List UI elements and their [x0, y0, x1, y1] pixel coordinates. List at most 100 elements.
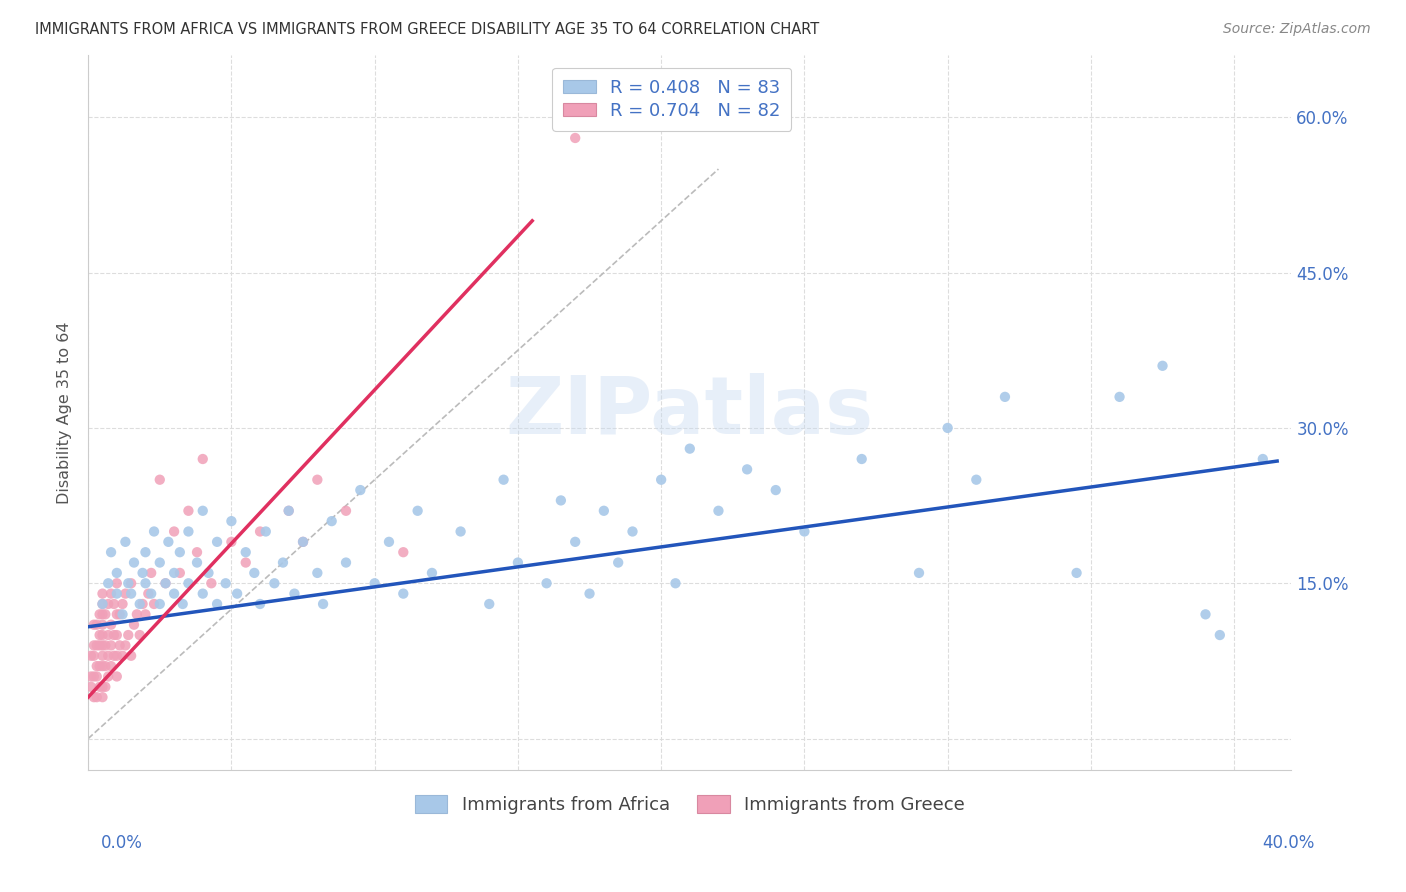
- Point: [478, 597, 501, 611]
- Point: [94, 639, 117, 653]
- Point: [83, 669, 105, 683]
- Point: [994, 390, 1017, 404]
- Point: [125, 607, 148, 622]
- Point: [169, 566, 191, 580]
- Point: [94, 607, 117, 622]
- Point: [679, 442, 702, 456]
- Point: [851, 452, 873, 467]
- Point: [506, 556, 529, 570]
- Point: [83, 639, 105, 653]
- Point: [111, 607, 134, 622]
- Point: [177, 576, 200, 591]
- Text: 0.0%: 0.0%: [101, 834, 143, 852]
- Point: [91, 690, 114, 705]
- Point: [143, 597, 166, 611]
- Point: [105, 648, 128, 663]
- Point: [131, 566, 153, 580]
- Point: [134, 607, 156, 622]
- Point: [765, 483, 787, 497]
- Point: [89, 659, 111, 673]
- Text: IMMIGRANTS FROM AFRICA VS IMMIGRANTS FROM GREECE DISABILITY AGE 35 TO 64 CORRELA: IMMIGRANTS FROM AFRICA VS IMMIGRANTS FRO…: [35, 22, 820, 37]
- Point: [97, 597, 120, 611]
- Point: [292, 534, 315, 549]
- Point: [735, 462, 758, 476]
- Point: [335, 556, 357, 570]
- Point: [89, 628, 111, 642]
- Point: [155, 576, 177, 591]
- Point: [335, 504, 357, 518]
- Y-axis label: Disability Age 35 to 64: Disability Age 35 to 64: [58, 321, 72, 504]
- Point: [908, 566, 931, 580]
- Point: [114, 639, 136, 653]
- Point: [128, 628, 150, 642]
- Point: [205, 534, 228, 549]
- Point: [564, 534, 586, 549]
- Point: [143, 524, 166, 539]
- Point: [114, 534, 136, 549]
- Point: [131, 597, 153, 611]
- Point: [103, 628, 125, 642]
- Text: Source: ZipAtlas.com: Source: ZipAtlas.com: [1223, 22, 1371, 37]
- Point: [122, 617, 145, 632]
- Point: [134, 576, 156, 591]
- Point: [103, 648, 125, 663]
- Point: [226, 586, 249, 600]
- Point: [492, 473, 515, 487]
- Point: [254, 524, 277, 539]
- Point: [89, 607, 111, 622]
- Point: [86, 617, 108, 632]
- Point: [117, 628, 139, 642]
- Point: [80, 669, 103, 683]
- Point: [94, 680, 117, 694]
- Point: [283, 586, 305, 600]
- Point: [420, 566, 443, 580]
- Point: [91, 639, 114, 653]
- Point: [100, 617, 122, 632]
- Point: [592, 504, 614, 518]
- Point: [97, 648, 120, 663]
- Text: 40.0%: 40.0%: [1263, 834, 1315, 852]
- Point: [550, 493, 572, 508]
- Point: [200, 576, 222, 591]
- Point: [664, 576, 686, 591]
- Point: [97, 628, 120, 642]
- Point: [321, 514, 343, 528]
- Point: [149, 473, 172, 487]
- Point: [307, 473, 329, 487]
- Point: [363, 576, 385, 591]
- Point: [392, 545, 415, 559]
- Point: [536, 576, 558, 591]
- Point: [111, 648, 134, 663]
- Point: [105, 628, 128, 642]
- Point: [149, 597, 172, 611]
- Point: [149, 556, 172, 570]
- Point: [1251, 452, 1274, 467]
- Point: [120, 586, 142, 600]
- Point: [105, 669, 128, 683]
- Point: [97, 669, 120, 683]
- Point: [86, 690, 108, 705]
- Point: [120, 648, 142, 663]
- Point: [134, 545, 156, 559]
- Point: [105, 576, 128, 591]
- Point: [221, 534, 243, 549]
- Point: [191, 586, 214, 600]
- Point: [89, 639, 111, 653]
- Point: [117, 576, 139, 591]
- Point: [91, 586, 114, 600]
- Point: [191, 452, 214, 467]
- Point: [83, 648, 105, 663]
- Point: [97, 576, 120, 591]
- Point: [91, 628, 114, 642]
- Point: [155, 576, 177, 591]
- Point: [163, 586, 186, 600]
- Point: [263, 576, 285, 591]
- Point: [197, 566, 219, 580]
- Point: [169, 545, 191, 559]
- Point: [83, 690, 105, 705]
- Point: [114, 586, 136, 600]
- Point: [141, 586, 163, 600]
- Point: [707, 504, 730, 518]
- Point: [91, 597, 114, 611]
- Point: [80, 648, 103, 663]
